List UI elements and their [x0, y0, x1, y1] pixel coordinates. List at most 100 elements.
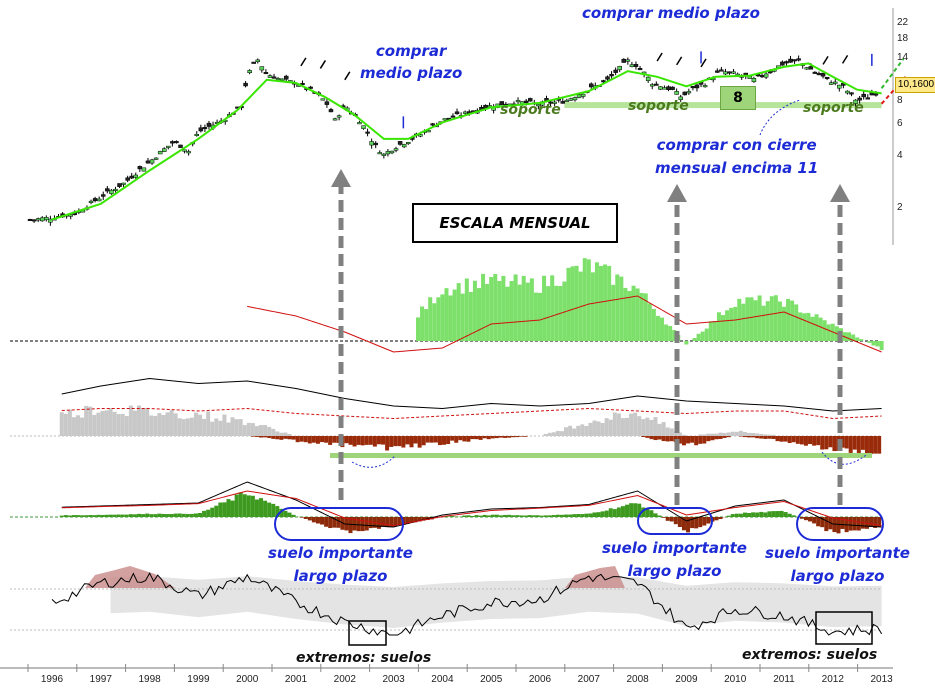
- oscillator-bar: [251, 436, 255, 437]
- volume-bar: [416, 317, 420, 341]
- candle-body: [723, 72, 727, 74]
- oscillator-bar: [588, 423, 592, 436]
- macd-histogram-bar: [788, 514, 792, 517]
- oscillator-bar: [552, 432, 556, 436]
- candle-body: [805, 68, 809, 70]
- oscillator-bar: [519, 436, 523, 437]
- oscillator-bar: [121, 414, 125, 436]
- volume-bar: [461, 294, 465, 341]
- macd-histogram-bar: [267, 503, 271, 517]
- macd-histogram-bar: [365, 517, 369, 530]
- macd-histogram-bar: [714, 517, 718, 520]
- oscillator-bar: [104, 410, 108, 436]
- candle-body: [695, 85, 699, 88]
- oscillator-bar: [76, 415, 80, 436]
- candle-body: [244, 83, 248, 86]
- annotation-comprar-medio-plazo-2: comprar medio plazo: [582, 4, 760, 22]
- oscillator-bar: [621, 418, 625, 436]
- volume-bar: [810, 317, 814, 341]
- macd-signal-line: [62, 491, 882, 526]
- volume-bar: [876, 341, 880, 346]
- volume-bar: [571, 266, 575, 341]
- macd-histogram-bar: [145, 514, 149, 517]
- candle-body: [703, 85, 707, 87]
- volume-bar: [538, 293, 542, 341]
- macd-histogram-bar: [247, 495, 251, 517]
- oscillator-bar: [702, 435, 706, 436]
- signal-arrow: [301, 58, 306, 66]
- macd-histogram-bar: [137, 514, 141, 517]
- macd-histogram-bar: [80, 515, 84, 517]
- candle-body: [561, 101, 565, 103]
- macd-histogram-bar: [125, 515, 129, 517]
- oscillator-bar: [434, 436, 438, 442]
- candle-body: [610, 74, 614, 76]
- macd-histogram-bar: [76, 515, 80, 517]
- oscillator-bar: [218, 421, 222, 436]
- macd-histogram-bar: [580, 514, 584, 517]
- candle-body: [691, 86, 695, 88]
- macd-histogram-bar: [312, 517, 316, 522]
- volume-bar: [477, 288, 481, 341]
- oscillator-bar: [617, 413, 621, 436]
- volume-bar: [871, 341, 875, 345]
- macd-histogram-bar: [629, 503, 633, 517]
- candle-body: [118, 183, 122, 186]
- x-tick-label: 2009: [675, 674, 697, 685]
- volume-bar: [802, 313, 806, 341]
- oscillator-bar: [129, 406, 133, 436]
- volume-bar: [566, 268, 570, 341]
- oscillator-bar: [714, 434, 718, 436]
- oscillator-bar: [393, 436, 397, 446]
- macd-histogram-bar: [633, 503, 637, 517]
- oscillator-bar: [597, 421, 601, 436]
- oscillator-bar: [178, 418, 182, 436]
- macd-histogram-bar: [157, 514, 161, 517]
- oscillator-bar: [523, 436, 527, 437]
- oscillator-bar: [125, 416, 129, 436]
- oscillator-bar: [153, 416, 157, 436]
- volume-bar: [660, 318, 664, 341]
- candle-body: [256, 60, 260, 62]
- candle-body: [386, 151, 390, 154]
- macd-histogram-bar: [495, 515, 499, 517]
- oscillator-bar: [503, 436, 507, 438]
- oscillator-line: [62, 379, 882, 412]
- candle-body: [406, 142, 410, 144]
- oscillator-bar: [601, 423, 605, 436]
- volume-bar: [721, 315, 725, 341]
- oscillator-bar: [873, 436, 877, 454]
- candle-body: [431, 124, 435, 126]
- oscillator-bar: [808, 436, 812, 444]
- macd-histogram-bar: [324, 517, 328, 527]
- macd-histogram-bar: [849, 517, 853, 531]
- macd-histogram-bar: [605, 511, 609, 517]
- oscillator-bar: [100, 411, 104, 436]
- oscillator-bar: [361, 436, 365, 445]
- oscillator-bar: [68, 410, 72, 436]
- y-tick-label: 2: [897, 202, 903, 213]
- candle-body: [154, 158, 158, 160]
- macd-histogram-bar: [674, 517, 678, 524]
- oscillator-bar: [239, 419, 243, 436]
- macd-histogram-bar: [584, 514, 588, 517]
- oscillator-bar: [743, 436, 747, 437]
- oscillator-bar: [446, 436, 450, 444]
- oscillator-bar: [662, 422, 666, 436]
- oscillator-bar: [710, 434, 714, 436]
- oscillator-bar: [556, 431, 560, 436]
- candle-body: [195, 134, 199, 136]
- macd-histogram-bar: [483, 515, 487, 517]
- candle-body: [122, 183, 126, 185]
- candle-body: [675, 91, 679, 94]
- oscillator-bar: [251, 423, 255, 436]
- macd-histogram-bar: [747, 513, 751, 517]
- candle-body: [40, 218, 44, 221]
- macd-histogram-bar: [564, 515, 568, 517]
- macd-histogram-bar: [165, 514, 169, 517]
- volume-bar: [514, 274, 518, 341]
- candle-body: [845, 91, 849, 93]
- candle-body: [451, 116, 455, 118]
- oscillator-bar: [275, 431, 279, 436]
